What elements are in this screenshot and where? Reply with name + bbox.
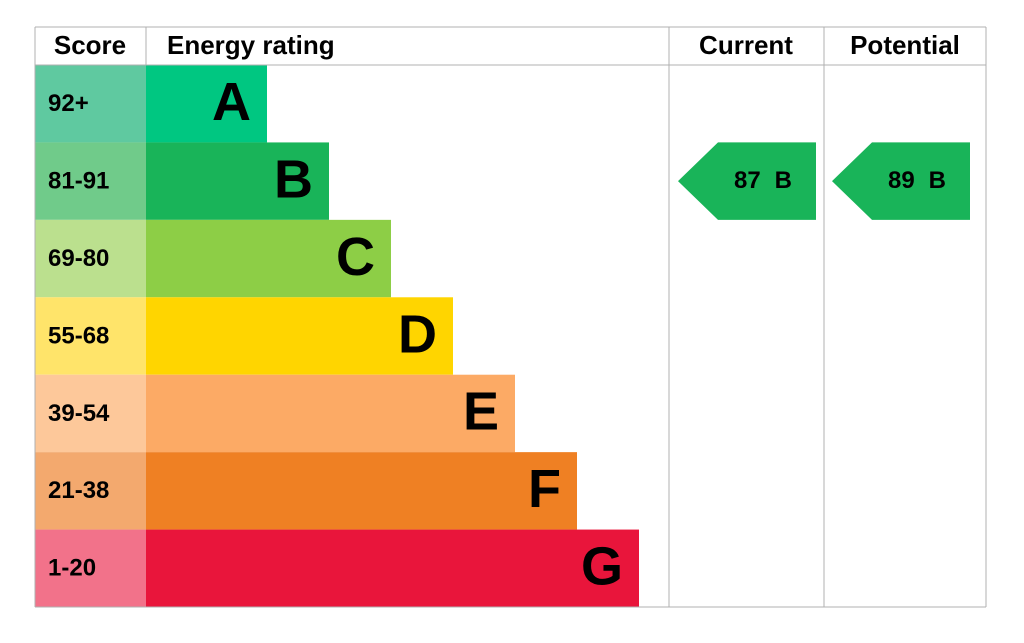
header-potential: Potential xyxy=(850,30,960,60)
current-arrow xyxy=(678,142,816,220)
rating-bar xyxy=(146,374,515,453)
score-label: 55-68 xyxy=(48,322,109,349)
score-label: 21-38 xyxy=(48,477,109,504)
current-value: 87 xyxy=(734,167,761,194)
rating-bar xyxy=(146,529,639,607)
header-rating: Energy rating xyxy=(167,30,335,60)
score-label: 1-20 xyxy=(48,555,96,582)
score-label: 92+ xyxy=(48,90,89,117)
rating-letter: C xyxy=(336,227,375,287)
rating-letter: B xyxy=(274,149,313,209)
rating-letter: F xyxy=(528,459,561,519)
rating-bar xyxy=(146,65,267,143)
score-cell xyxy=(35,65,146,143)
potential-arrow xyxy=(832,142,970,220)
current-letter: B xyxy=(775,167,792,194)
potential-label: 89 B xyxy=(888,167,946,194)
potential-letter: B xyxy=(929,167,946,194)
score-label: 39-54 xyxy=(48,400,110,427)
score-cell xyxy=(35,529,146,607)
rating-letter: A xyxy=(212,72,251,132)
score-cell xyxy=(35,142,146,220)
current-label: 87 B xyxy=(734,167,792,194)
header-score: Score xyxy=(54,30,126,60)
rating-letter: D xyxy=(398,304,437,364)
rating-bar xyxy=(146,142,329,220)
rating-letter: E xyxy=(463,382,499,442)
score-label: 81-91 xyxy=(48,167,109,194)
rating-bar xyxy=(146,219,391,298)
score-label: 69-80 xyxy=(48,245,109,272)
score-cell xyxy=(35,297,146,375)
potential-value: 89 xyxy=(888,167,915,194)
rating-letter: G xyxy=(581,537,623,597)
rating-bar xyxy=(146,452,577,530)
score-cell xyxy=(35,374,146,453)
header-current: Current xyxy=(699,30,793,60)
score-cell xyxy=(35,452,146,530)
rating-bar xyxy=(146,297,453,375)
score-cell xyxy=(35,219,146,298)
